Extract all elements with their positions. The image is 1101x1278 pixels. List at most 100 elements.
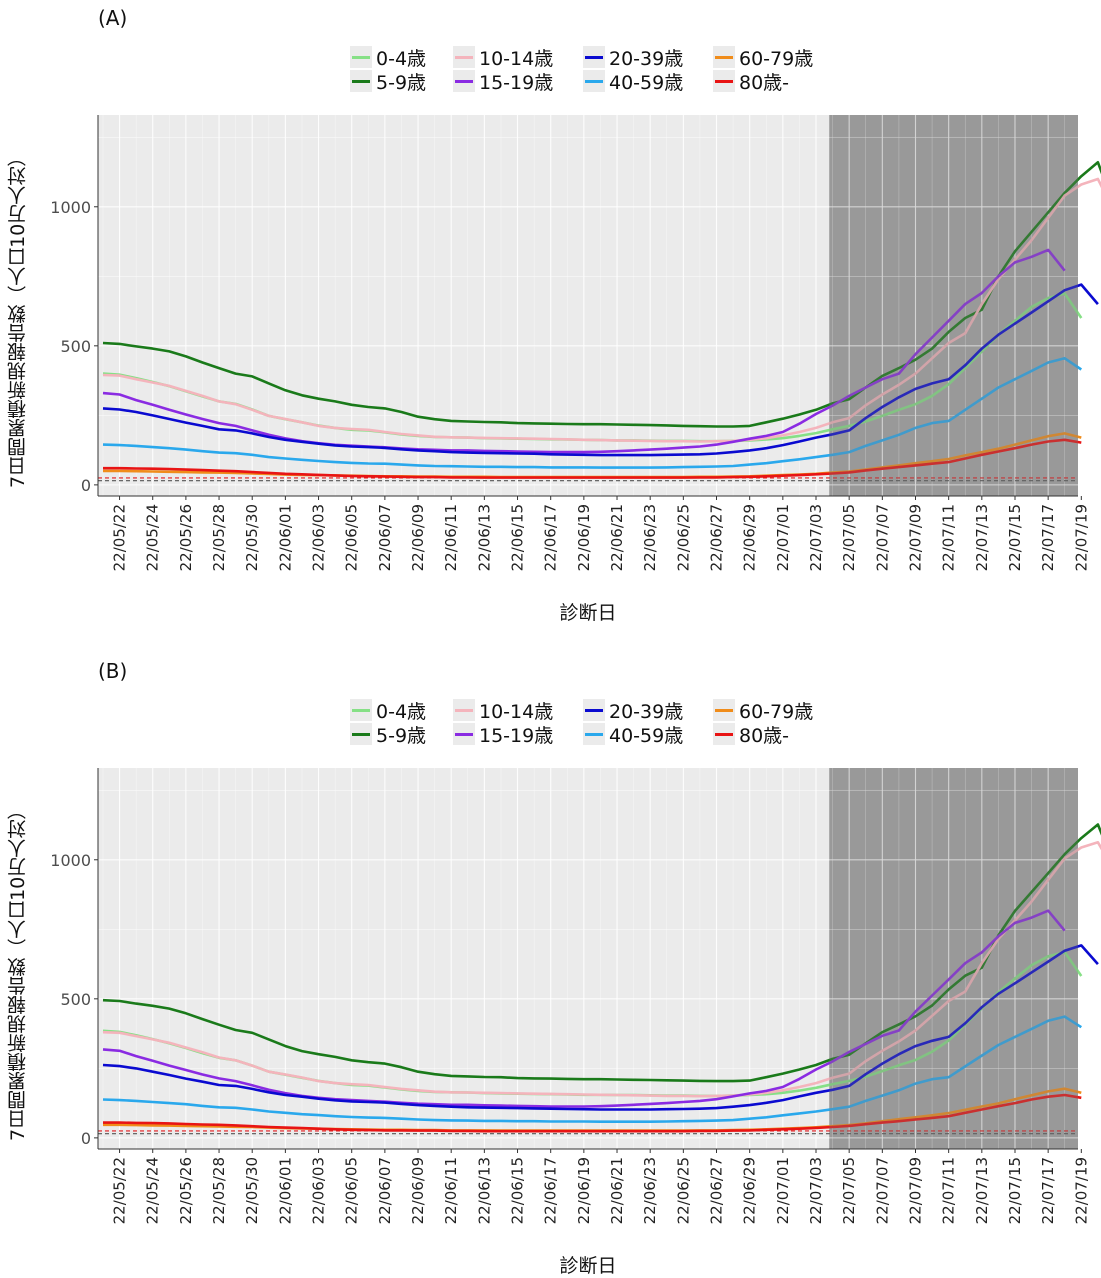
x-tick-label: 22/06/19 [575,504,593,571]
legend-item: 10-14歳 [453,697,553,723]
x-tick-label: 22/06/29 [741,1157,759,1224]
y-axis-label: 7日間累積新規報告数（人口10万人対） [7,800,29,1142]
legend-item: 5-9歳 [350,721,426,747]
x-tick-label: 22/07/03 [807,1157,825,1224]
legend-key [350,46,372,68]
series-line [102,177,1101,443]
x-tick-label: 22/06/21 [608,1157,626,1224]
x-tick-label: 22/05/26 [177,504,195,571]
x-tick-label: 22/06/25 [674,504,692,571]
series-line [102,944,1099,1111]
x-tick-label: 22/07/13 [973,1157,991,1224]
legend: 0-4歳 5-9歳 10-14歳 15-19歳 20-39歳 40-59歳 60-79歳 80… [350,697,870,753]
legend-label: 15-19歳 [479,71,554,94]
series-line [102,248,1066,454]
legend-key [350,723,372,745]
x-tick-label: 22/06/25 [674,1157,692,1224]
legend-item: 20-39歳 [583,44,683,70]
legend-label: 20-39歳 [609,47,684,70]
legend-key [453,70,475,92]
legend-key [453,723,475,745]
legend-key [583,70,605,92]
shaded-region [829,768,1078,1149]
legend-label: 80歳- [739,71,790,94]
x-tick-label: 22/07/15 [1006,504,1024,571]
x-tick-label: 22/07/19 [1072,504,1090,571]
legend-label: 5-9歳 [376,724,427,747]
y-tick-label: 500 [60,337,91,356]
legend-label: 0-4歳 [376,700,427,723]
legend: 0-4歳 5-9歳 10-14歳 15-19歳 20-39歳 40-59歳 60-79歳 80… [350,44,870,100]
x-tick-label: 22/06/05 [343,504,361,571]
legend-item: 80歳- [713,721,789,747]
series-line [102,161,1101,428]
x-tick-label: 22/06/07 [376,504,394,571]
legend-item: 40-59歳 [583,721,683,747]
x-tick-label: 22/06/21 [608,504,626,571]
x-tick-label: 22/07/07 [873,1157,891,1224]
x-tick-label: 22/06/01 [276,1157,294,1224]
x-tick-label: 22/05/28 [210,1157,228,1224]
y-tick-label: 1000 [50,851,91,870]
x-tick-label: 22/05/30 [243,504,261,571]
y-tick-label: 0 [81,1129,91,1148]
x-tick-label: 22/06/13 [475,504,493,571]
legend-item: 60-79歳 [713,44,813,70]
x-tick-label: 22/05/30 [243,1157,261,1224]
legend-key [350,699,372,721]
x-tick-label: 22/06/01 [276,504,294,571]
legend-label: 0-4歳 [376,47,427,70]
x-tick-label: 22/06/17 [542,504,560,571]
series-line [102,841,1101,1098]
y-tick-label: 1000 [50,198,91,217]
chart-panel-b: (B) 0-4歳 5-9歳 10-14歳 15-19歳 20-39歳 40-59歳 60-7… [0,653,1101,1277]
legend-label: 10-14歳 [479,700,554,723]
legend-label: 80歳- [739,724,790,747]
series-line [102,356,1083,469]
legend-item: 10-14歳 [453,44,553,70]
x-tick-label: 22/06/19 [575,1157,593,1224]
x-tick-label: 22/06/09 [409,504,427,571]
legend-key [350,70,372,92]
x-tick-label: 22/06/29 [741,504,759,571]
x-tick-label: 22/05/22 [111,1157,129,1224]
x-tick-label: 22/05/24 [144,504,162,571]
x-tick-label: 22/05/28 [210,504,228,571]
x-tick-label: 22/07/01 [774,1157,792,1224]
x-tick-label: 22/06/15 [509,1157,527,1224]
series-line [102,909,1066,1108]
legend-key [453,46,475,68]
legend-label: 40-59歳 [609,724,684,747]
x-tick-label: 22/06/15 [509,504,527,571]
legend-label: 5-9歳 [376,71,427,94]
x-tick-label: 22/06/17 [542,1157,560,1224]
legend-item: 60-79歳 [713,697,813,723]
legend-item: 80歳- [713,68,789,94]
series-line [102,283,1099,457]
legend-item: 0-4歳 [350,697,426,723]
x-tick-label: 22/06/03 [310,504,328,571]
legend-key [583,699,605,721]
plot-area: 0 500 1000 22/05/22 22/05/24 22/05/26 22/05/28… [50,768,1101,1224]
x-tick-label: 22/07/17 [1039,504,1057,571]
x-tick-label: 22/07/05 [840,1157,858,1224]
legend-label: 40-59歳 [609,71,684,94]
x-tick-label: 22/05/26 [177,1157,195,1224]
legend-key [453,699,475,721]
x-tick-label: 22/07/03 [807,504,825,571]
legend-item: 40-59歳 [583,68,683,94]
x-tick-label: 22/06/23 [641,1157,659,1224]
legend-label: 15-19歳 [479,724,554,747]
series-line [103,1093,1082,1133]
legend-key [713,699,735,721]
legend-item: 5-9歳 [350,68,426,94]
legend-label: 20-39歳 [609,700,684,723]
series-line [103,438,1082,479]
y-axis-label: 7日間累積新規報告数（人口10万人対） [7,147,29,489]
panel-label: (A) [98,6,128,30]
x-axis-label: 診断日 [559,602,617,624]
x-axis-label: 診断日 [559,1255,617,1277]
x-tick-label: 22/07/07 [873,504,891,571]
legend-key [713,70,735,92]
shaded-overlay [829,115,1078,496]
